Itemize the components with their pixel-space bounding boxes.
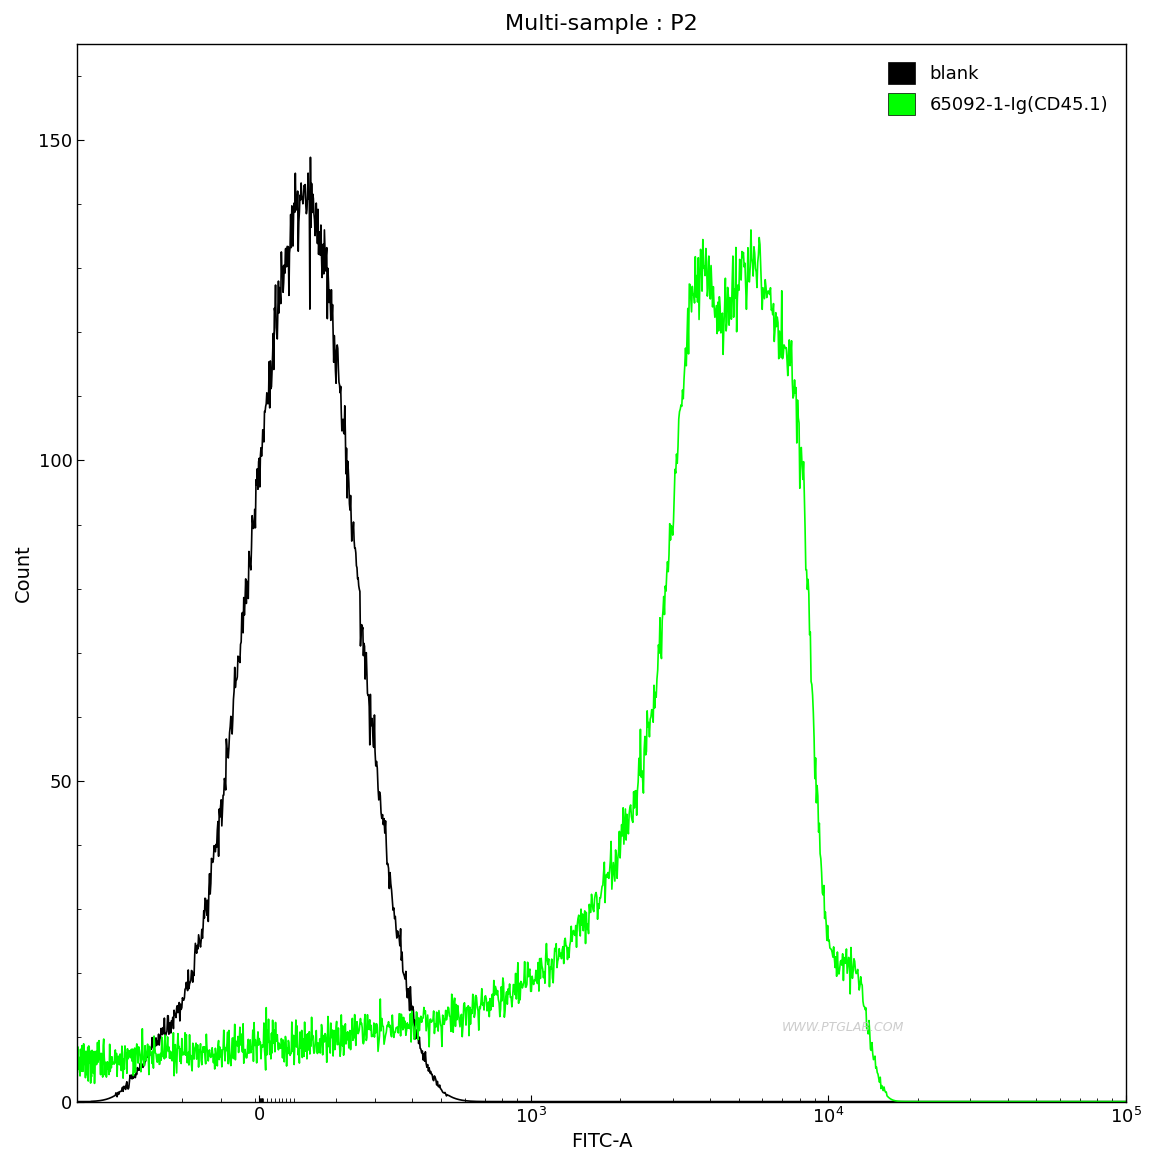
Legend: blank, 65092-1-Ig(CD45.1): blank, 65092-1-Ig(CD45.1) bbox=[879, 52, 1117, 123]
Y-axis label: Count: Count bbox=[14, 544, 32, 601]
Text: WWW.PTGLAB.COM: WWW.PTGLAB.COM bbox=[781, 1021, 904, 1035]
X-axis label: FITC-A: FITC-A bbox=[571, 1132, 632, 1151]
Title: Multi-sample : P2: Multi-sample : P2 bbox=[505, 14, 698, 34]
